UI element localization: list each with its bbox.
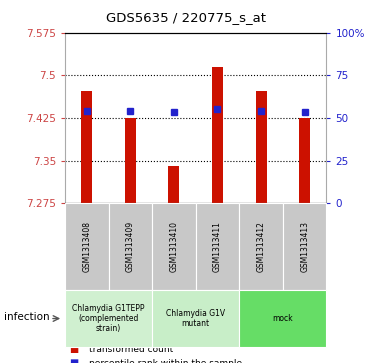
Text: GSM1313409: GSM1313409 bbox=[126, 221, 135, 272]
Text: infection: infection bbox=[4, 312, 49, 322]
Text: GDS5635 / 220775_s_at: GDS5635 / 220775_s_at bbox=[105, 11, 266, 24]
Text: percentile rank within the sample: percentile rank within the sample bbox=[89, 359, 242, 363]
Text: Chlamydia G1TEPP
(complemented
strain): Chlamydia G1TEPP (complemented strain) bbox=[72, 303, 145, 334]
Bar bbox=[299, 118, 310, 203]
Text: GSM1313408: GSM1313408 bbox=[82, 221, 91, 272]
Text: GSM1313410: GSM1313410 bbox=[170, 221, 178, 272]
Text: ■: ■ bbox=[69, 358, 78, 363]
Text: GSM1313413: GSM1313413 bbox=[300, 221, 309, 272]
Text: GSM1313411: GSM1313411 bbox=[213, 221, 222, 272]
Text: mock: mock bbox=[273, 314, 293, 323]
Bar bbox=[81, 91, 92, 203]
Text: ■: ■ bbox=[69, 344, 78, 354]
Text: Chlamydia G1V
mutant: Chlamydia G1V mutant bbox=[166, 309, 225, 328]
Text: transformed count: transformed count bbox=[89, 345, 173, 354]
Bar bbox=[256, 91, 266, 203]
Bar bbox=[212, 67, 223, 203]
Text: GSM1313412: GSM1313412 bbox=[257, 221, 266, 272]
Bar bbox=[168, 166, 179, 203]
Bar bbox=[125, 118, 136, 203]
